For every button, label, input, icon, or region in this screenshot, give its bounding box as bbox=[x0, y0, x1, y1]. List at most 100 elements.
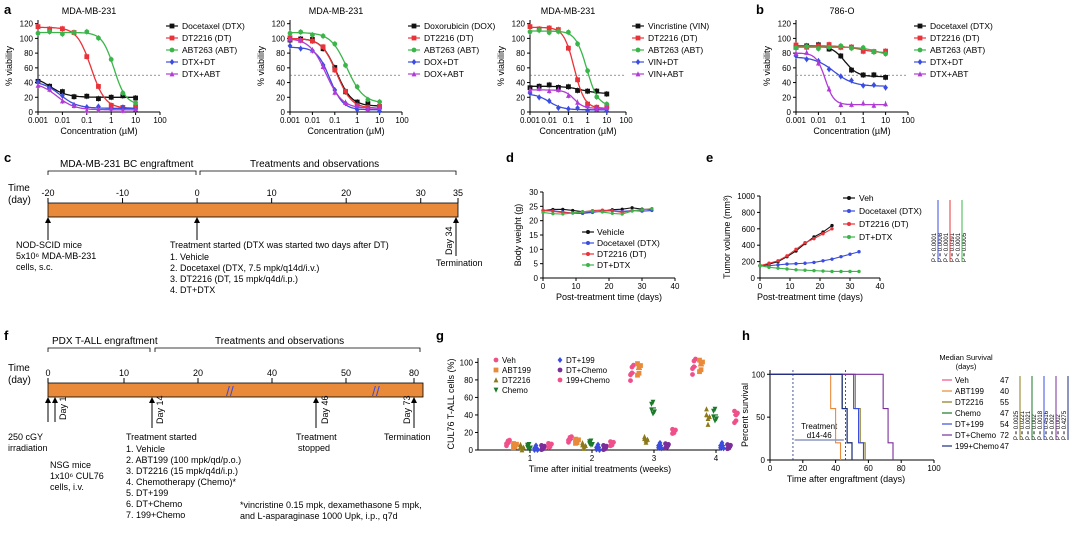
legend-marker bbox=[847, 196, 851, 200]
legend-marker bbox=[493, 357, 499, 363]
legend-median: 55 bbox=[1000, 398, 1009, 407]
c-engraft-label: MDA-MB-231 BC engraftment bbox=[60, 159, 194, 170]
legend-marker bbox=[635, 71, 641, 77]
legend-marker bbox=[586, 252, 590, 256]
data-point bbox=[600, 210, 605, 214]
y-tick-label: 60 bbox=[516, 64, 525, 73]
f-engraft-label: PDX T-ALL engraftment bbox=[52, 336, 158, 347]
y-tick-label: 0 bbox=[521, 108, 526, 117]
x-tick-label: 0 bbox=[758, 282, 763, 291]
x-tick-label: 40 bbox=[876, 282, 885, 291]
data-point bbox=[659, 445, 664, 452]
c-item-2: 2. Docetaxel (DTX, 7.5 mpk/q14d/i.v.) bbox=[170, 263, 319, 273]
data-point bbox=[871, 82, 877, 89]
data-point bbox=[354, 99, 360, 105]
y-tick-label: 0 bbox=[29, 108, 34, 117]
legend-item: ABT199 bbox=[502, 366, 531, 375]
f-item-7: 7. 199+Chemo bbox=[126, 510, 185, 520]
x-tick-label: 20 bbox=[816, 282, 825, 291]
c-tick-label: 20 bbox=[341, 188, 351, 198]
data-point bbox=[536, 85, 542, 91]
y-tick-label: 60 bbox=[24, 64, 33, 73]
data-point bbox=[690, 366, 695, 372]
legend-item: VIN+DT bbox=[648, 57, 678, 67]
data-point bbox=[571, 211, 575, 215]
data-point bbox=[60, 89, 65, 94]
chart-a2: 0 20 40 60 80 100 120 0.001 0.01 0.1 1 10 100 Concent… bbox=[256, 6, 495, 136]
data-point bbox=[60, 92, 65, 99]
data-point bbox=[610, 209, 614, 213]
y-tick-label: 20 bbox=[516, 93, 525, 102]
legend-item: DTX+ABT bbox=[182, 69, 221, 79]
panel-letter-b: b bbox=[756, 2, 764, 17]
p-value: P = 0.0018 bbox=[1038, 410, 1044, 440]
data-point bbox=[84, 93, 90, 99]
chart-e: 0 200 400 600 800 1000 0 10 20 30 40 Post-treatment… bbox=[722, 192, 968, 302]
legend-marker bbox=[411, 23, 417, 29]
y-tick-label: 40 bbox=[782, 79, 791, 88]
x-tick-label: 0.01 bbox=[305, 116, 321, 125]
data-point bbox=[343, 62, 348, 68]
series-line-3 bbox=[759, 265, 859, 272]
data-point bbox=[604, 104, 610, 110]
data-point bbox=[830, 269, 834, 274]
f-tick-label: 50 bbox=[341, 368, 351, 378]
data-point bbox=[512, 442, 518, 448]
data-point bbox=[365, 101, 371, 107]
data-point bbox=[310, 47, 315, 53]
data-point bbox=[711, 408, 716, 414]
survival-curve-5 bbox=[770, 373, 894, 460]
data-point bbox=[826, 44, 832, 50]
data-point bbox=[839, 254, 843, 259]
legend-item: DOX+DT bbox=[424, 57, 459, 67]
y-tick-label: 80 bbox=[24, 49, 33, 58]
x-tick-label: 1 bbox=[585, 116, 590, 125]
data-point bbox=[561, 212, 565, 216]
c-day34: Day 34 bbox=[444, 226, 454, 255]
y-axis-label: % viability bbox=[762, 45, 772, 86]
f-treat-label: Treatments and observations bbox=[215, 336, 344, 347]
legend-marker bbox=[411, 35, 417, 41]
legend-marker bbox=[493, 367, 499, 373]
data-point bbox=[555, 29, 561, 34]
legend-marker bbox=[917, 59, 923, 65]
data-point bbox=[594, 106, 600, 112]
data-point bbox=[546, 82, 552, 88]
y-tick-label: 120 bbox=[512, 20, 526, 29]
y-tick-label: 80 bbox=[516, 49, 525, 58]
data-point bbox=[546, 30, 552, 35]
data-point bbox=[555, 104, 561, 111]
data-point bbox=[812, 236, 816, 241]
data-point bbox=[860, 48, 866, 54]
y-tick-label: 20 bbox=[276, 93, 285, 102]
legend-item: Vehicle bbox=[597, 227, 625, 237]
y-tick-label: 60 bbox=[276, 64, 285, 73]
y-tick-label: 800 bbox=[742, 208, 756, 217]
data-point bbox=[860, 82, 866, 89]
legend-item: Chemo bbox=[955, 409, 981, 418]
y-tick-label: 30 bbox=[529, 188, 538, 197]
f-item-6: 6. DT+Chemo bbox=[126, 499, 182, 509]
data-point bbox=[60, 98, 65, 104]
legend-median: 47 bbox=[1000, 376, 1009, 385]
data-point bbox=[332, 89, 338, 95]
y-axis-label: Body weight (g) bbox=[513, 204, 523, 267]
data-point bbox=[35, 82, 41, 88]
data-point bbox=[883, 101, 888, 107]
data-point bbox=[650, 411, 656, 417]
p-value: P = 0.0221 bbox=[1020, 410, 1026, 440]
data-point bbox=[629, 364, 635, 370]
data-point bbox=[590, 209, 595, 213]
data-point bbox=[536, 27, 542, 33]
f-break-1: // bbox=[226, 383, 234, 399]
data-point bbox=[566, 92, 571, 98]
data-point bbox=[354, 106, 360, 113]
y-tick-label: 0 bbox=[534, 274, 539, 283]
data-point bbox=[505, 438, 511, 444]
data-point bbox=[826, 66, 832, 73]
legend-marker bbox=[847, 209, 851, 213]
legend-marker bbox=[586, 230, 590, 234]
f-stopped: Treatment stopped bbox=[296, 432, 339, 453]
c-started: Treatment started (DTX was started two d… bbox=[170, 240, 389, 250]
panel-letter-e: e bbox=[706, 150, 713, 165]
